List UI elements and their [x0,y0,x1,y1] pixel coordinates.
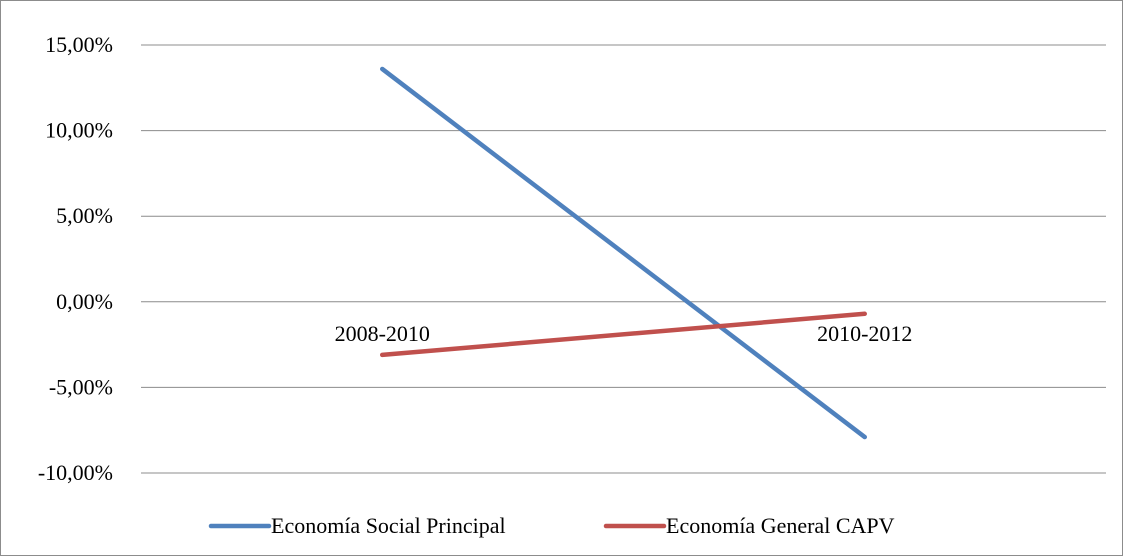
series-lines [380,66,867,440]
legend-label: Economía Social Principal [271,513,506,538]
gridlines [141,44,1106,474]
y-tick-label: 0,00% [56,289,113,314]
y-tick-label: 5,00% [56,203,113,228]
y-tick-label: -5,00% [49,374,113,399]
y-axis-tick-labels: 15,00% 10,00% 5,00% 0,00% -5,00% -10,00% [38,32,113,485]
y-tick-label: -10,00% [38,460,113,485]
series-line-2 [380,311,867,358]
y-tick-label: 15,00% [45,32,113,57]
series-line-1 [380,66,867,440]
x-category-label: 2010-2012 [817,321,912,346]
legend-label: Economía General CAPV [666,513,895,538]
y-tick-label: 10,00% [45,118,113,143]
legend: Economía Social Principal Economía Genera… [208,513,895,538]
category-labels: 2008-2010 2010-2012 [335,321,913,346]
x-category-label: 2008-2010 [335,321,430,346]
